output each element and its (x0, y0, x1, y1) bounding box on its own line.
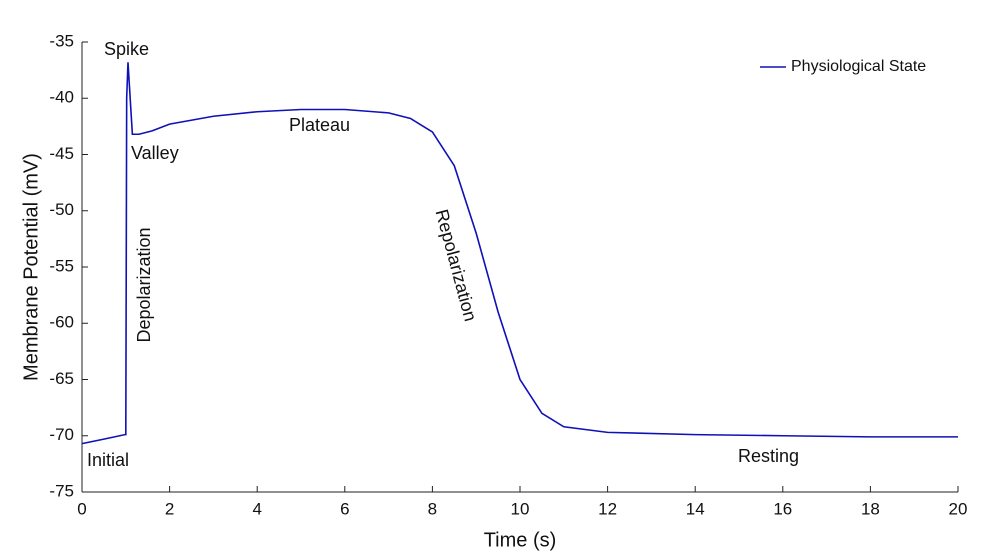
y-tick-label: -60 (49, 313, 74, 332)
annotation: Initial (87, 450, 129, 470)
y-tick-label: -45 (49, 144, 74, 163)
y-tick-label: -55 (49, 256, 74, 275)
x-tick-label: 16 (773, 499, 792, 518)
y-tick-label: -50 (49, 200, 74, 219)
y-axis-label: Membrane Potential (mV) (20, 153, 42, 381)
x-tick-label: 0 (77, 499, 86, 518)
x-tick-label: 14 (686, 499, 705, 518)
x-tick-label: 18 (861, 499, 880, 518)
x-tick-label: 10 (511, 499, 530, 518)
x-tick-label: 8 (428, 499, 437, 518)
x-tick-label: 2 (165, 499, 174, 518)
annotation: Plateau (289, 115, 350, 135)
line-series (81, 62, 958, 445)
legend-label: Physiological State (791, 58, 926, 75)
y-tick-label: -40 (49, 88, 74, 107)
y-tick-label: -70 (49, 425, 74, 444)
y-tick-label: -75 (49, 481, 74, 500)
x-tick-label: 20 (949, 499, 968, 518)
annotation: Depolarization (134, 227, 154, 342)
annotation: Resting (738, 446, 799, 466)
annotation: Valley (131, 143, 179, 163)
annotation: Spike (104, 39, 149, 59)
x-tick-label: 4 (252, 499, 261, 518)
x-axis-label: Time (s) (484, 529, 557, 551)
x-tick-label: 6 (340, 499, 349, 518)
y-tick-label: -65 (49, 369, 74, 388)
x-tick-label: 12 (598, 499, 617, 518)
y-tick-label: -35 (49, 31, 74, 50)
